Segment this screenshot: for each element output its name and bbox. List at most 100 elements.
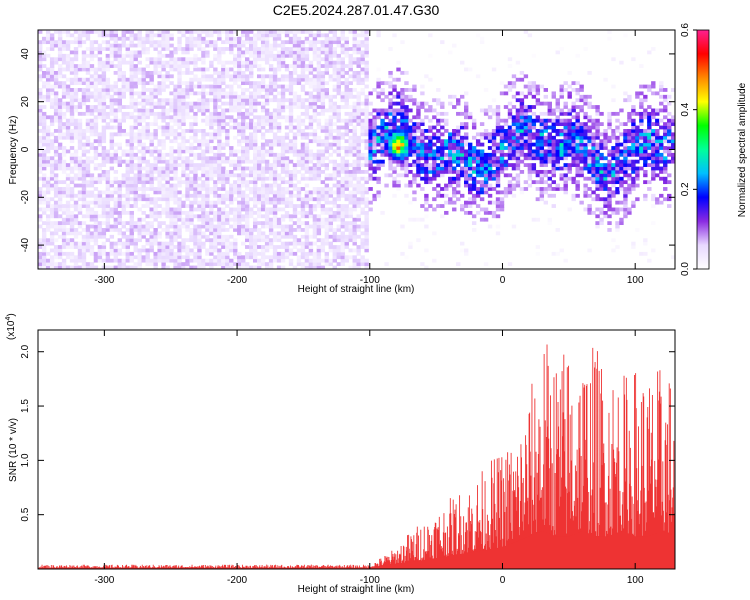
spectrogram-cell <box>428 146 433 150</box>
spectrogram-cell <box>129 180 134 185</box>
spectrogram-cell <box>105 176 111 181</box>
spectrogram-cell <box>101 169 107 174</box>
spectrogram-cell <box>113 115 119 120</box>
spectrogram-cell <box>221 228 226 232</box>
spectrogram-cell <box>328 224 334 229</box>
spectrogram-cell <box>300 156 306 161</box>
spectrogram-cell <box>173 210 178 215</box>
spectrogram-cell <box>169 231 174 236</box>
spectrogram-cell <box>149 187 154 191</box>
spectrogram-cell <box>245 234 250 239</box>
spectrogram-cell <box>284 231 290 236</box>
spectrogram-cell <box>97 101 103 106</box>
spectrogram-cell <box>205 228 210 232</box>
spectrogram-cell <box>89 108 95 113</box>
spectrogram-cell <box>348 183 353 188</box>
spectrogram-cell <box>38 238 43 243</box>
spectrogram-cell <box>352 74 357 79</box>
spectrogram-cell <box>364 152 369 157</box>
spectrogram-cell <box>73 70 79 75</box>
spectrogram-cell <box>89 146 95 150</box>
spectrogram-cell <box>272 47 278 51</box>
spectrogram-cell <box>264 43 270 48</box>
spectrogram-cell <box>45 241 51 246</box>
spectrogram-cell <box>276 224 282 229</box>
spectrogram-cell <box>456 173 461 178</box>
spectrogram-cell <box>205 221 210 226</box>
spectrogram-cell <box>225 241 230 246</box>
spectrogram-cell <box>153 101 158 106</box>
spectrogram-cell <box>217 187 222 191</box>
spectrogram-cell <box>105 84 111 89</box>
spectrogram-cell <box>145 241 150 246</box>
spectrogram-cell <box>252 108 258 113</box>
spectrogram-cell <box>241 217 246 222</box>
spectrogram-cell <box>412 149 417 154</box>
spectrogram-cell <box>81 146 87 150</box>
spectrogram-cell <box>460 139 465 144</box>
spectrogram-cell <box>185 245 190 249</box>
spectrogram-cell <box>45 77 51 82</box>
spectrogram-cell <box>475 173 481 178</box>
spectrogram-cell <box>41 159 47 164</box>
spectrogram-cell <box>241 265 246 269</box>
spectrogram-cell <box>117 129 123 133</box>
spectrogram-cell <box>85 173 91 178</box>
spectrogram-cell <box>133 81 138 86</box>
spectrogram-cell <box>288 262 294 266</box>
spectrogram-cell <box>38 111 43 116</box>
spectrogram-cell <box>97 234 103 239</box>
spectrogram-cell <box>201 169 206 174</box>
spectrogram-cell <box>85 169 91 174</box>
spectrogram-cell <box>141 204 146 208</box>
spectrogram-cell <box>284 251 290 256</box>
spectrogram-cell <box>57 30 63 34</box>
spectrogram-cell <box>69 70 75 75</box>
spectrogram-cell <box>169 156 174 161</box>
spectrogram-cell <box>73 183 79 188</box>
spectrogram-cell <box>125 241 130 246</box>
spectrogram-cell <box>491 156 497 161</box>
spectrogram-cell <box>388 108 393 113</box>
spectrogram-cell <box>45 187 51 191</box>
spectrogram-cell <box>169 43 174 48</box>
spectrogram-cell <box>165 204 170 208</box>
spectrogram-cell <box>384 129 389 133</box>
spectrogram-cell <box>388 163 393 167</box>
spectrogram-cell <box>288 50 294 55</box>
spectrogram-cell <box>372 169 377 174</box>
spectrogram-cell <box>69 214 75 219</box>
spectrogram-cell <box>165 210 170 215</box>
spectrogram-cell <box>89 84 95 89</box>
spectrogram-cell <box>73 173 79 178</box>
spectrogram-cell <box>475 190 481 195</box>
spectrogram-cell <box>145 64 150 68</box>
spectrogram-cell <box>268 224 274 229</box>
spectrogram-cell <box>245 224 250 229</box>
spectrogram-cell <box>201 231 206 236</box>
spectrogram-cell <box>101 251 107 256</box>
spectrogram-cell <box>77 183 83 188</box>
spectrogram-cell <box>169 169 174 174</box>
spectrogram-cell <box>41 193 47 198</box>
spectrogram-cell <box>245 207 250 212</box>
spectrogram-cell <box>491 132 497 137</box>
spectrogram-cell <box>117 258 123 263</box>
spectrogram-cell <box>209 231 214 236</box>
spectrogram-cell <box>185 30 190 34</box>
spectrogram-cell <box>217 224 222 229</box>
spectrogram-cell <box>117 190 123 195</box>
spectrogram-cell <box>316 228 322 232</box>
spectrogram-cell <box>133 105 138 109</box>
spectrogram-cell <box>125 258 130 263</box>
spectrogram-cell <box>348 146 353 150</box>
spectrogram-cell <box>157 169 162 174</box>
spectrogram-cell <box>308 47 314 51</box>
spectrogram-cell <box>475 166 481 171</box>
spectrogram-cell <box>324 53 330 58</box>
spectrogram-cell <box>276 173 282 178</box>
spectrogram-cell <box>53 40 59 45</box>
spectrogram-cell <box>137 81 142 86</box>
spectrogram-cell <box>169 217 174 222</box>
spectrogram-cell <box>169 190 174 195</box>
